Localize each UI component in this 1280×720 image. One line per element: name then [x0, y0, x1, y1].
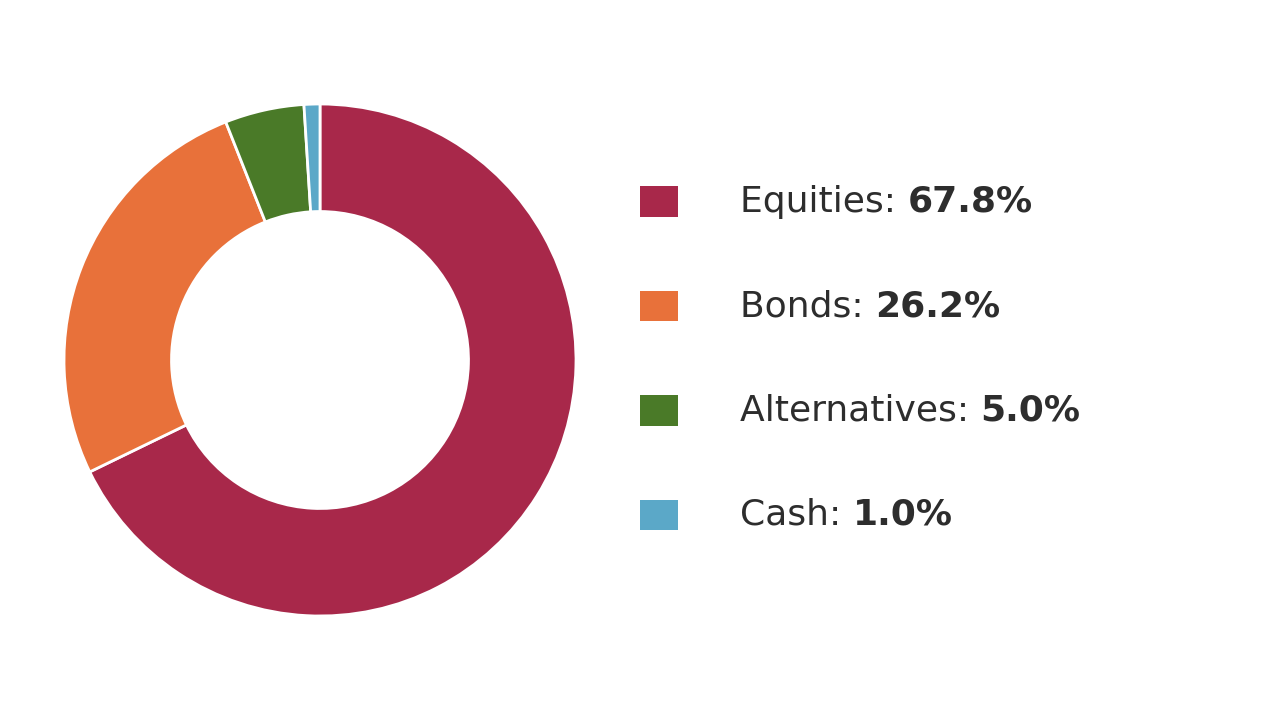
Wedge shape	[90, 104, 576, 616]
Wedge shape	[64, 122, 265, 472]
Text: Bonds:: Bonds:	[740, 289, 876, 323]
Text: 67.8%: 67.8%	[908, 184, 1033, 219]
Text: 1.0%: 1.0%	[852, 498, 952, 532]
Wedge shape	[225, 104, 311, 222]
Text: Cash:: Cash:	[740, 498, 852, 532]
Text: Alternatives:: Alternatives:	[740, 393, 980, 428]
Text: Equities:: Equities:	[740, 184, 908, 219]
Wedge shape	[303, 104, 320, 212]
Text: 26.2%: 26.2%	[876, 289, 1000, 323]
Text: 5.0%: 5.0%	[980, 393, 1080, 428]
